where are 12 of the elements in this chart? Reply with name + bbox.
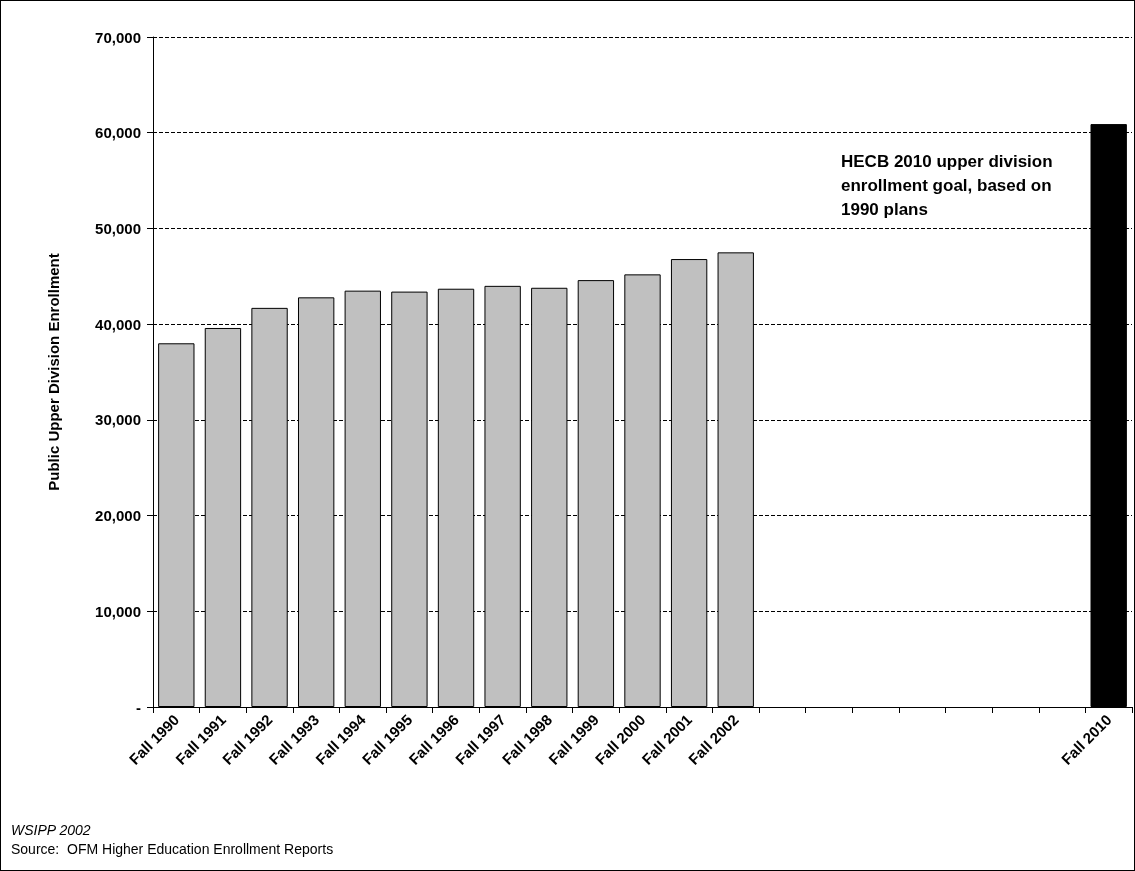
- y-tick-label: 30,000: [95, 411, 141, 429]
- y-tick-label: -: [136, 698, 141, 716]
- y-tick-label: 70,000: [95, 28, 141, 46]
- source-note: Source: OFM Higher Education Enrollment Reports: [11, 841, 334, 857]
- y-tick-label: 60,000: [95, 124, 141, 142]
- y-tick-label: 20,000: [95, 507, 141, 525]
- annotation: HECB 2010 upper division enrollment goal, based on 1990 plans: [841, 151, 1058, 219]
- y-tick-label: 10,000: [95, 602, 141, 620]
- y-tick-label: 50,000: [95, 219, 141, 237]
- text: WSIPP 2002: [11, 822, 91, 838]
- y-axis-title: Public Upper Division Enrollment: [45, 253, 62, 491]
- y-tick-label: 40,000: [95, 315, 141, 333]
